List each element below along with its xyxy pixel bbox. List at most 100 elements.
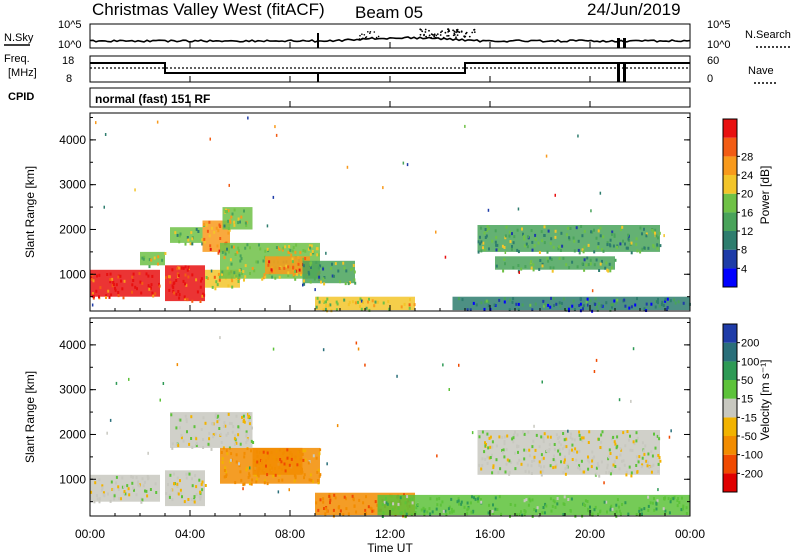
data-cell [261, 277, 264, 281]
data-cell [591, 457, 594, 461]
data-cell [613, 299, 616, 303]
data-cell [173, 482, 175, 486]
data-cell [556, 437, 559, 440]
data-cell [602, 235, 605, 239]
data-cell [550, 296, 552, 300]
data-cell [349, 281, 351, 285]
data-cell [252, 441, 255, 444]
data-cell [193, 500, 196, 504]
data-cell [265, 464, 267, 468]
data-cell [110, 480, 113, 484]
data-cell [308, 244, 311, 248]
data-cell [404, 501, 407, 505]
data-cell [657, 297, 659, 301]
data-cell [253, 269, 256, 273]
data-cell [287, 271, 290, 275]
data-cell [641, 232, 643, 236]
data-cell [487, 304, 490, 308]
data-cell [541, 435, 544, 439]
data-cell [292, 246, 295, 249]
colorbar-segment [723, 361, 737, 380]
data-cell [176, 267, 179, 271]
noise-sky-trace [89, 36, 691, 43]
data-cell [239, 254, 242, 258]
data-cell [565, 308, 568, 312]
data-cell [536, 506, 539, 510]
data-cell [237, 433, 240, 437]
data-cell [182, 279, 185, 283]
data-cell [109, 499, 112, 503]
data-cell [591, 512, 594, 516]
data-cell [498, 435, 501, 439]
data-cell [659, 459, 662, 463]
noise-dot [433, 34, 435, 37]
data-cell [444, 509, 447, 513]
data-cell [237, 246, 240, 250]
data-cell [535, 509, 537, 513]
data-cell [112, 488, 115, 492]
data-cell [582, 436, 585, 440]
data-cell [187, 498, 190, 501]
data-cell [495, 264, 498, 268]
data-cell [613, 233, 616, 237]
data-cell [328, 494, 331, 498]
data-cell [203, 293, 206, 297]
data-cell [325, 300, 327, 304]
data-cell [632, 440, 635, 444]
data-cell [201, 238, 204, 242]
data-cell [639, 226, 642, 230]
data-cell [480, 301, 483, 305]
data-cell [543, 234, 546, 237]
data-cell [627, 233, 630, 237]
data-cell [569, 436, 572, 440]
data-cell [582, 307, 584, 311]
data-cell [477, 240, 480, 244]
data-cell [682, 301, 685, 305]
data-cell [429, 497, 432, 501]
data-cell [131, 481, 134, 485]
data-cell [656, 247, 659, 251]
data-cell [510, 247, 513, 251]
data-cell [650, 465, 653, 468]
data-cell [655, 234, 658, 238]
data-speck [657, 488, 659, 492]
y-tick-label: 3000 [59, 383, 86, 397]
y-tick-label: 4000 [59, 338, 86, 352]
data-cell [248, 482, 251, 486]
data-cell [178, 266, 181, 270]
data-cell [485, 229, 488, 232]
colorbar-tick-label: 4 [741, 263, 747, 275]
data-cell [431, 510, 434, 514]
colorbar-segment [723, 268, 737, 287]
data-cell [258, 243, 260, 247]
data-cell [122, 296, 125, 300]
data-speck [663, 234, 665, 238]
data-speck [106, 431, 108, 435]
colorbar-segment [723, 342, 737, 362]
data-cell [492, 503, 494, 507]
data-cell [92, 279, 95, 283]
data-cell [652, 230, 655, 234]
data-speck [656, 434, 659, 438]
data-cell [545, 449, 548, 453]
colorbar-tick-label: 50 [741, 375, 753, 387]
data-cell [333, 493, 336, 497]
data-cell [274, 467, 276, 471]
data-cell [526, 463, 529, 467]
data-cell [470, 510, 473, 514]
data-cell [565, 263, 568, 267]
data-cell [224, 210, 227, 213]
data-cell [194, 474, 197, 478]
data-cell [212, 435, 215, 439]
data-cell [487, 300, 490, 304]
data-cell [673, 298, 675, 302]
data-cell [339, 280, 342, 284]
data-cell [495, 444, 498, 448]
data-speck [209, 137, 211, 141]
data-cell [525, 449, 528, 452]
data-speck [444, 255, 447, 259]
data-cell [625, 473, 628, 477]
data-cell [176, 272, 179, 276]
data-cell [263, 273, 266, 277]
noise-dot [371, 36, 373, 39]
